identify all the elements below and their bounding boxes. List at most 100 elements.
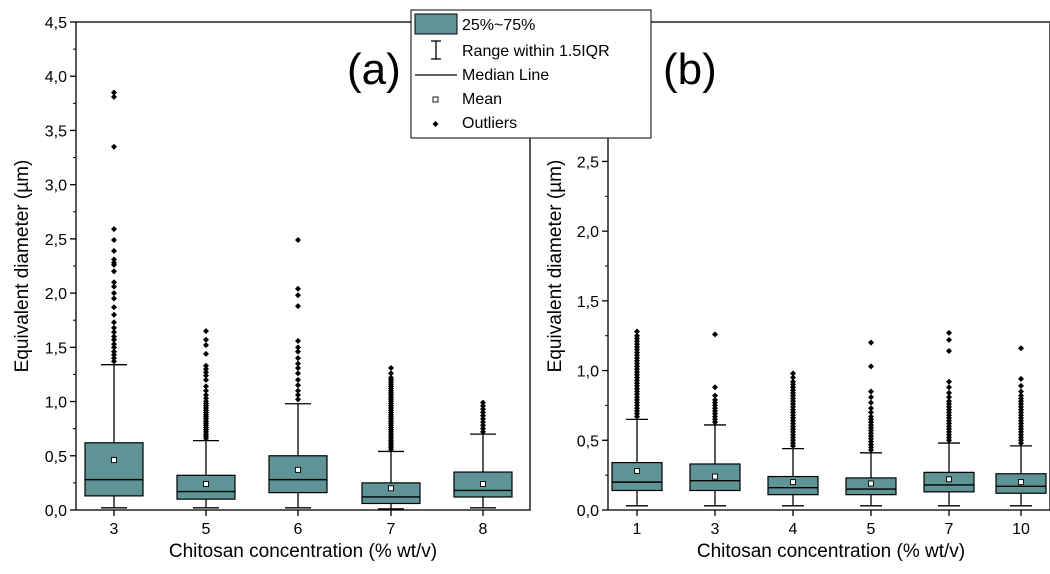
panel-a-boxes bbox=[84, 89, 513, 510]
panel-b-y-tick-label: 0,5 bbox=[577, 433, 599, 450]
outlier-point bbox=[712, 392, 718, 399]
outlier-point bbox=[111, 358, 117, 365]
outlier-point bbox=[111, 348, 117, 355]
outlier-point bbox=[111, 324, 117, 331]
outlier-point bbox=[111, 351, 117, 358]
outlier-point bbox=[712, 384, 718, 391]
panel-b-x-tick-label: 1 bbox=[633, 521, 642, 538]
panel-a-x-tick-label: 5 bbox=[202, 521, 211, 538]
outlier-point bbox=[946, 398, 952, 405]
panel-b-y-tick-label: 2,0 bbox=[577, 224, 599, 241]
panel-b-box-5 bbox=[845, 339, 897, 507]
mean-marker bbox=[790, 479, 796, 486]
outlier-point bbox=[946, 389, 952, 396]
outlier-point bbox=[295, 355, 301, 362]
outlier-point bbox=[946, 384, 952, 391]
outlier-point bbox=[295, 364, 301, 371]
outlier-point bbox=[388, 374, 394, 381]
outlier-point bbox=[111, 329, 117, 336]
outlier-point bbox=[111, 93, 117, 100]
outlier-point bbox=[1018, 375, 1024, 382]
panel-a-y-tick-label: 2,0 bbox=[45, 286, 67, 303]
outlier-point bbox=[111, 247, 117, 254]
outlier-point bbox=[868, 339, 874, 346]
panel-b-y-tick-label: 1,5 bbox=[577, 294, 599, 311]
legend: 25%~75% Range within 1.5IQR Median Line … bbox=[410, 9, 652, 139]
outlier-point bbox=[388, 370, 394, 377]
legend-box-label: 25%~75% bbox=[462, 17, 535, 34]
panel-a-y-tick-label: 4,0 bbox=[45, 69, 67, 86]
outlier-point bbox=[203, 376, 209, 383]
panel-a-x-tick-label: 6 bbox=[294, 521, 303, 538]
outlier-point bbox=[295, 292, 301, 299]
outlier-point bbox=[203, 387, 209, 394]
outlier-point bbox=[203, 366, 209, 373]
panel-a-box-3 bbox=[84, 89, 144, 509]
outlier-point bbox=[868, 388, 874, 395]
outlier-point bbox=[790, 374, 796, 381]
outlier-point bbox=[295, 387, 301, 394]
legend-mean-label: Mean bbox=[462, 91, 502, 108]
mean-marker bbox=[480, 481, 486, 487]
outlier-point bbox=[388, 364, 394, 371]
mean-marker bbox=[1018, 479, 1024, 486]
outlier-point bbox=[111, 290, 117, 297]
outlier-point bbox=[203, 369, 209, 376]
panel-a-box-8 bbox=[453, 399, 513, 509]
outlier-point bbox=[1018, 392, 1024, 399]
outlier-point bbox=[480, 406, 486, 413]
outlier-point bbox=[946, 329, 952, 336]
legend-mean-symbol bbox=[432, 96, 439, 103]
outlier-point bbox=[203, 398, 209, 405]
mean-marker bbox=[203, 481, 209, 487]
outlier-point bbox=[203, 342, 209, 349]
outlier-point bbox=[946, 378, 952, 385]
outlier-point bbox=[868, 405, 874, 412]
outlier-point bbox=[203, 328, 209, 335]
outlier-point bbox=[111, 283, 117, 290]
outlier-point bbox=[111, 311, 117, 318]
panel-a-y-tick-label: 2,5 bbox=[45, 232, 67, 249]
outlier-point bbox=[111, 336, 117, 343]
panel-b-box-10 bbox=[995, 345, 1047, 507]
panel-b-axes: 0,00,51,01,52,02,53,01345710 bbox=[577, 56, 1030, 538]
outlier-point bbox=[480, 415, 486, 422]
panel-b-x-tick-label: 10 bbox=[1012, 521, 1030, 538]
outlier-point bbox=[111, 268, 117, 275]
outlier-point bbox=[111, 143, 117, 150]
outlier-point bbox=[868, 413, 874, 420]
panel-a-y-tick-label: 0,0 bbox=[45, 503, 67, 520]
panel-b-x-tick-label: 3 bbox=[711, 521, 720, 538]
legend-box-swatch bbox=[414, 13, 458, 35]
panel-a-label: (a) bbox=[347, 45, 401, 94]
panel-b-plot-frame bbox=[607, 21, 1050, 511]
panel-b-x-tick-label: 5 bbox=[867, 521, 876, 538]
panel-b-y-tick-label: 0,0 bbox=[577, 503, 599, 520]
outlier-point bbox=[1018, 345, 1024, 352]
legend-median-label: Median Line bbox=[462, 67, 549, 84]
outlier-point bbox=[111, 304, 117, 311]
outlier-point bbox=[295, 376, 301, 383]
outlier-point bbox=[712, 331, 718, 338]
panel-b-box-4 bbox=[767, 370, 819, 507]
outlier-point bbox=[203, 383, 209, 390]
iqr-box bbox=[268, 455, 328, 494]
outlier-point bbox=[946, 336, 952, 343]
outlier-point bbox=[480, 425, 486, 432]
panel-b-x-tick-label: 4 bbox=[789, 521, 798, 538]
panel-b-x-tick-label: 7 bbox=[945, 521, 954, 538]
outlier-point bbox=[111, 341, 117, 348]
outlier-point bbox=[295, 344, 301, 351]
panel-b-label: (b) bbox=[663, 45, 717, 94]
panel-a-box-7 bbox=[361, 364, 421, 510]
panel-b-boxes bbox=[611, 328, 1047, 507]
outlier-point bbox=[111, 279, 117, 286]
outlier-point bbox=[203, 395, 209, 402]
outlier-point bbox=[712, 396, 718, 403]
outlier-point bbox=[634, 328, 640, 335]
panel-b-box-3 bbox=[689, 331, 741, 507]
mean-marker bbox=[946, 476, 952, 483]
outlier-point bbox=[634, 332, 640, 339]
outlier-point bbox=[295, 396, 301, 403]
